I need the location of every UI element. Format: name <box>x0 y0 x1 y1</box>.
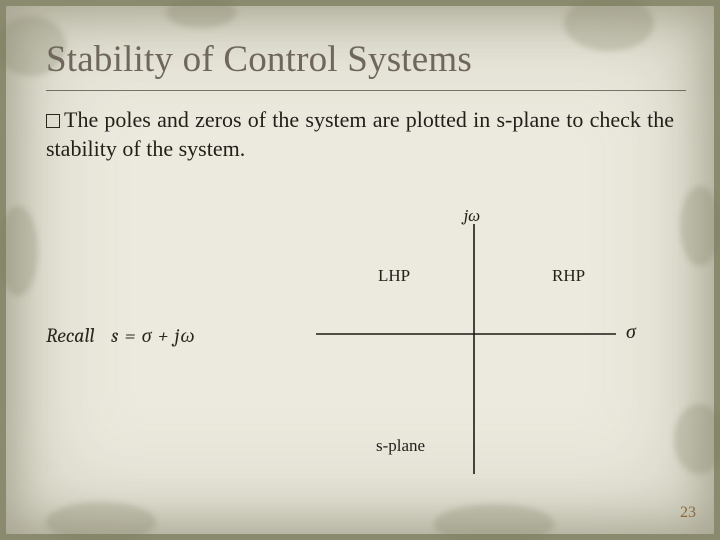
bullet-text-part1: The poles and zeros of the system are pl… <box>64 107 496 132</box>
page-number: 23 <box>680 504 696 522</box>
lhp-label: LHP <box>378 266 410 286</box>
s-plane-diagram: jω LHP RHP σ s-plane <box>306 206 646 486</box>
axes-svg <box>306 206 646 486</box>
stain <box>434 504 554 540</box>
s-plane-label: s-plane <box>376 436 425 456</box>
recall-label: Recall <box>46 324 95 347</box>
bullet-text-s: s <box>496 107 505 132</box>
slide-title: Stability of Control Systems <box>46 38 472 81</box>
stain <box>564 0 654 51</box>
stain <box>166 0 236 28</box>
bullet-paragraph: The poles and zeros of the system are pl… <box>46 106 674 163</box>
slide: Stability of Control Systems The poles a… <box>0 0 720 540</box>
stain <box>46 502 156 540</box>
title-underline <box>46 90 686 91</box>
recall-equation: s = σ + jω <box>111 324 196 347</box>
x-axis-label: σ <box>626 320 636 344</box>
rhp-label: RHP <box>552 266 585 286</box>
paper-background: Stability of Control Systems The poles a… <box>6 6 714 534</box>
recall-line: Recall s = σ + jω <box>46 324 196 348</box>
square-bullet-icon <box>46 114 60 128</box>
stain <box>674 404 720 474</box>
stain <box>0 206 38 296</box>
y-axis-label: jω <box>464 206 480 226</box>
stain <box>680 186 720 266</box>
